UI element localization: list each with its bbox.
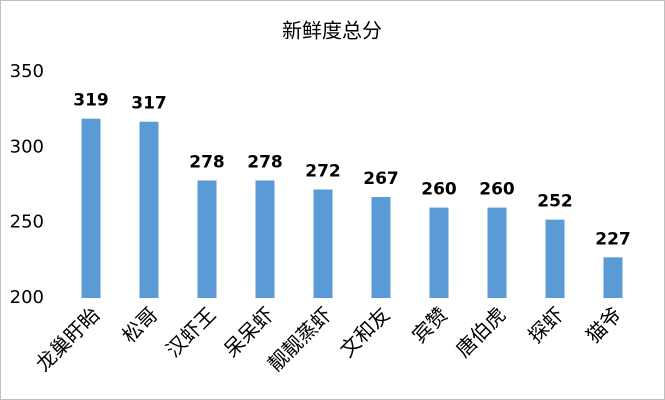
value-label: 278 (247, 152, 283, 172)
value-label: 317 (131, 94, 167, 114)
bar (197, 180, 217, 298)
value-label: 272 (305, 162, 341, 182)
y-tick-label: 200 (10, 287, 44, 308)
bar (429, 207, 449, 298)
bar (371, 197, 391, 298)
value-label: 260 (421, 180, 457, 200)
value-label: 319 (73, 91, 109, 111)
bar (603, 257, 623, 298)
value-label: 267 (363, 169, 399, 189)
bar (487, 207, 507, 298)
value-label: 227 (595, 229, 631, 249)
chart-title: 新鲜度总分 (282, 19, 382, 43)
value-label: 260 (479, 180, 515, 200)
y-tick-label: 350 (10, 61, 44, 82)
bar (313, 189, 333, 298)
y-tick-label: 300 (10, 136, 44, 157)
y-tick-label: 250 (10, 212, 44, 233)
value-label: 252 (537, 192, 573, 212)
bar (255, 180, 275, 298)
bar (545, 219, 565, 298)
bar (139, 121, 159, 298)
bar (81, 118, 101, 298)
value-label: 278 (189, 152, 225, 172)
